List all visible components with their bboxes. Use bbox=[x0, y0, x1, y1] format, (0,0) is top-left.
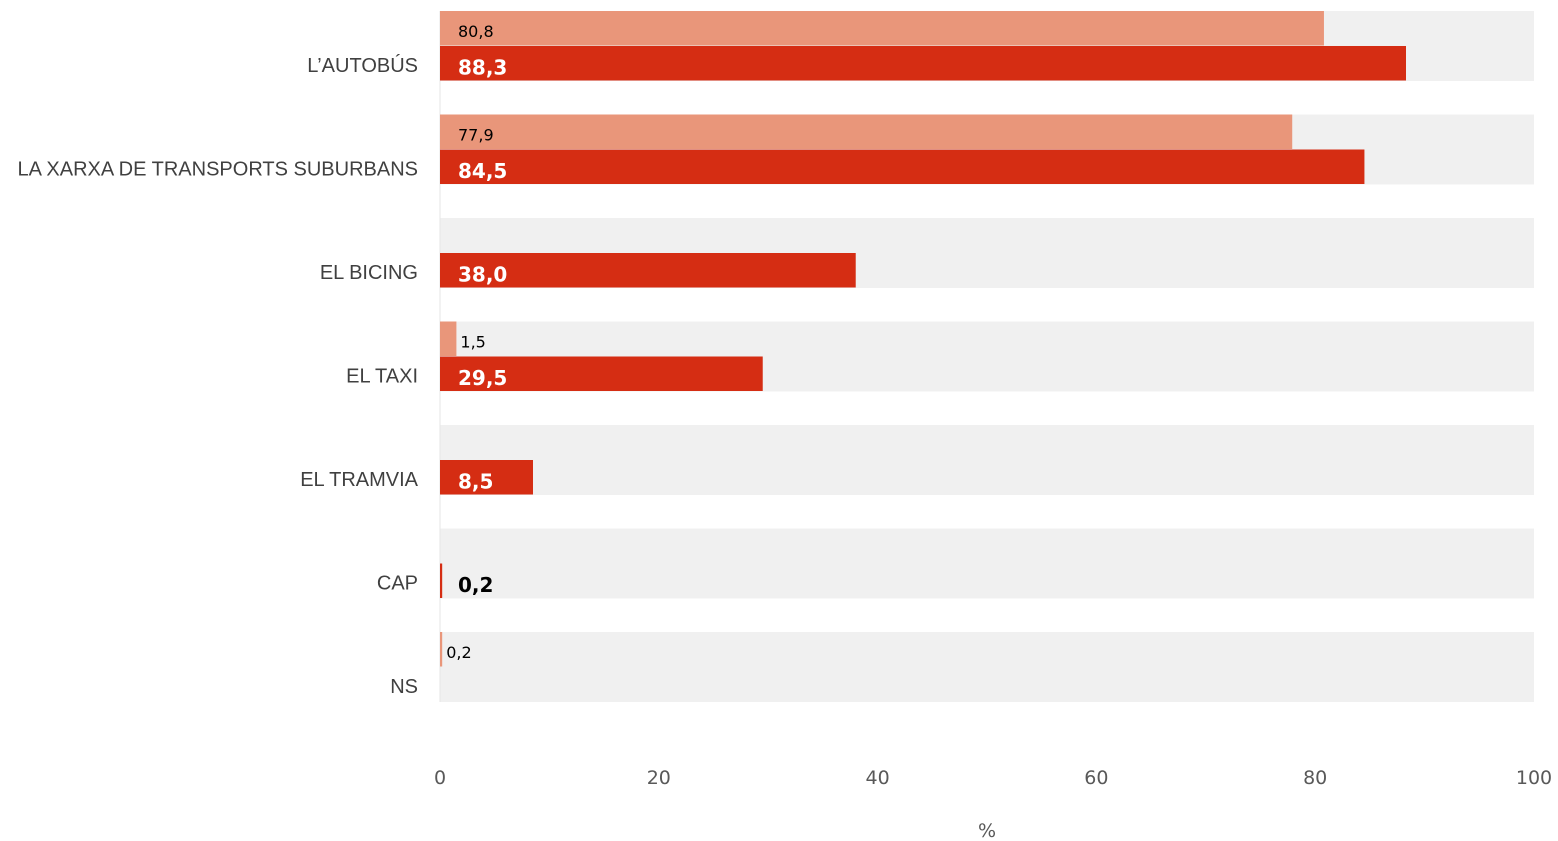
category-label: NS bbox=[390, 676, 418, 698]
value-label-dark: 0,2 bbox=[458, 573, 493, 597]
x-axis-ticks: 0 20 40 60 80 100 bbox=[434, 767, 1552, 789]
category-label: LA XARXA DE TRANSPORTS SUBURBANS bbox=[18, 159, 419, 181]
x-tick-label: 80 bbox=[1303, 767, 1327, 789]
category-bands bbox=[439, 11, 1534, 702]
value-label-light: 0,2 bbox=[446, 643, 471, 662]
bar-light bbox=[440, 114, 1293, 149]
value-label-dark: 29,5 bbox=[458, 366, 507, 390]
category-labels: L’AUTOBÚS LA XARXA DE TRANSPORTS SUBURBAN… bbox=[18, 54, 419, 698]
bar-light bbox=[440, 632, 443, 667]
bar-light bbox=[440, 11, 1324, 46]
x-tick-label: 20 bbox=[647, 767, 671, 789]
bar-dark bbox=[440, 563, 443, 598]
value-label-dark: 38,0 bbox=[458, 263, 507, 287]
category-label: EL BICING bbox=[320, 262, 418, 284]
value-label-light: 77,9 bbox=[458, 126, 494, 145]
bar-dark bbox=[440, 253, 856, 288]
category-label: EL TRAMVIA bbox=[300, 469, 418, 491]
bar-light bbox=[440, 321, 457, 356]
bar-dark bbox=[440, 460, 533, 495]
category-band bbox=[440, 632, 1534, 702]
x-tick-label: 60 bbox=[1084, 767, 1108, 789]
value-labels: 80,8 88,3 77,9 84,5 38,0 1,5 29,5 8,5 0,2 0,2 bbox=[446, 22, 507, 662]
x-axis-title: % bbox=[978, 820, 996, 841]
bar-dark bbox=[440, 46, 1407, 81]
value-label-light: 80,8 bbox=[458, 22, 494, 41]
bar-dark bbox=[440, 149, 1365, 184]
value-label-dark: 84,5 bbox=[458, 159, 507, 183]
category-label: L’AUTOBÚS bbox=[307, 54, 418, 77]
value-label-dark: 88,3 bbox=[458, 56, 507, 80]
category-label: CAP bbox=[377, 573, 418, 595]
bar-dark bbox=[440, 356, 763, 391]
category-band bbox=[440, 425, 1534, 495]
value-label-light: 1,5 bbox=[460, 333, 485, 352]
category-label: EL TAXI bbox=[346, 366, 418, 388]
value-label-dark: 8,5 bbox=[458, 470, 493, 494]
x-tick-label: 40 bbox=[866, 767, 890, 789]
x-tick-label: 0 bbox=[434, 767, 446, 789]
x-tick-label: 100 bbox=[1516, 767, 1552, 789]
category-band bbox=[440, 528, 1534, 599]
bars bbox=[440, 11, 1407, 667]
